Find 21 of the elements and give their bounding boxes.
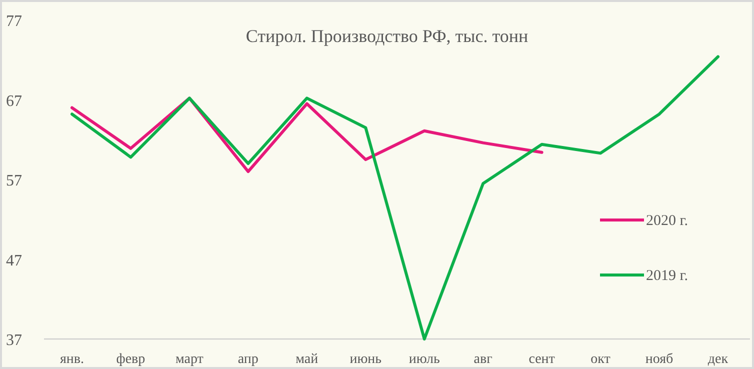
x-tick-label: сент	[528, 352, 555, 367]
x-tick-label: янв.	[60, 352, 84, 367]
y-tick-label: 77	[6, 13, 22, 30]
x-tick-label: февр	[116, 352, 146, 367]
x-tick-label: май	[296, 352, 319, 367]
x-tick-label: июль	[408, 352, 440, 367]
x-tick-label: дек	[708, 352, 728, 367]
x-tick-label: нояб	[645, 352, 674, 367]
y-tick-label: 47	[6, 252, 22, 270]
line-series	[70, 55, 720, 340]
y-tick-label: 37	[6, 332, 22, 349]
x-tick-label: июнь	[350, 352, 382, 367]
chart-title: Стирол. Производство РФ, тыс. тонн	[246, 26, 528, 46]
y-tick-label: 67	[6, 92, 22, 110]
x-tick-label: окт	[590, 352, 610, 367]
x-tick-label: март	[175, 352, 204, 367]
x-tick-label: апр	[238, 352, 258, 367]
x-tick-label: авг	[474, 352, 493, 367]
legend-label: 2019 г.	[646, 268, 688, 284]
y-tick-label: 57	[6, 172, 22, 190]
legend-label: 2020 г.	[646, 213, 688, 229]
